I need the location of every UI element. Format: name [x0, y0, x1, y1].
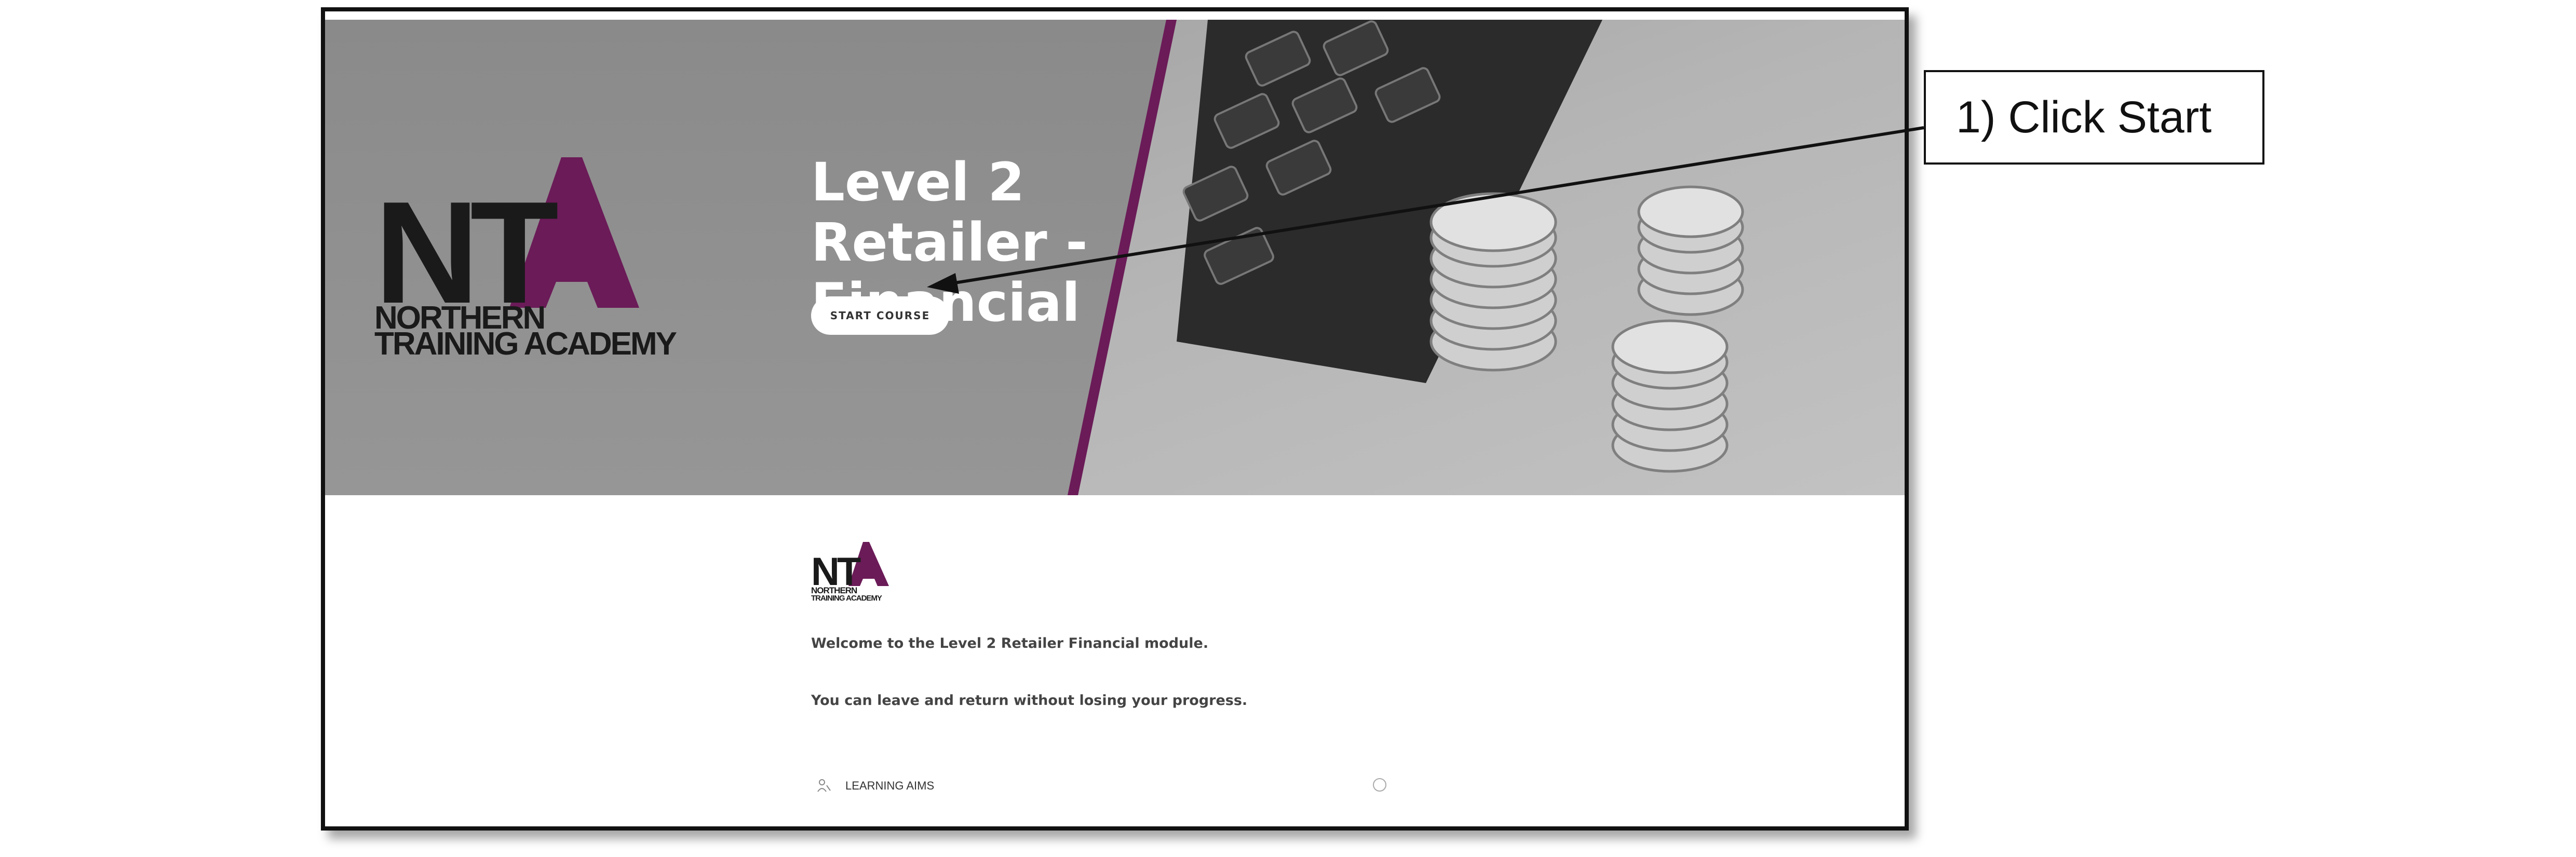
lesson-label: LEARNING AIMS — [845, 779, 935, 792]
start-course-button[interactable]: START COURSE — [811, 296, 949, 335]
person-icon — [817, 779, 831, 792]
svg-text:NT: NT — [811, 550, 861, 594]
svg-text:TRAINING ACADEMY: TRAINING ACADEMY — [374, 326, 677, 362]
instruction-callout: 1) Click Start — [1924, 70, 2264, 165]
circle-icon — [1373, 778, 1386, 792]
svg-text:NORTHERN: NORTHERN — [374, 300, 544, 336]
course-title-line1: Level 2 Retailer - — [811, 152, 1088, 274]
nta-logo: NT NORTHERN TRAINING ACADEMY — [374, 157, 679, 362]
screenshot-frame: NT NORTHERN TRAINING ACADEMY Level 2 Ret… — [321, 7, 1909, 831]
svg-text:TRAINING ACADEMY: TRAINING ACADEMY — [811, 594, 882, 602]
svg-text:NT: NT — [374, 172, 559, 334]
callout-text: 1) Click Start — [1956, 92, 2212, 142]
lesson-item-learning-aims[interactable]: LEARNING AIMS — [811, 773, 1386, 799]
progress-note: You can leave and return without losing … — [811, 692, 1248, 709]
nta-logo-small: NT NORTHERN TRAINING ACADEMY — [811, 542, 889, 602]
course-overview: NT NORTHERN TRAINING ACADEMY Welcome to … — [325, 495, 1905, 826]
svg-text:NORTHERN: NORTHERN — [811, 586, 857, 595]
welcome-text: Welcome to the Level 2 Retailer Financia… — [811, 635, 1209, 651]
course-hero: NT NORTHERN TRAINING ACADEMY Level 2 Ret… — [325, 20, 1905, 495]
